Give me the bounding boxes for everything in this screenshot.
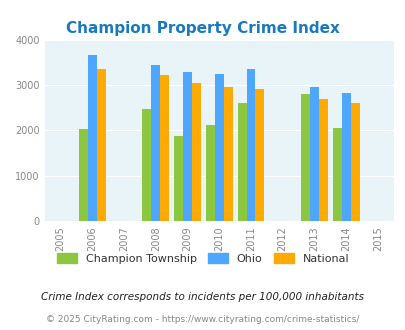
Bar [142, 109, 151, 221]
Bar [214, 74, 223, 221]
Bar [223, 87, 232, 221]
Bar [318, 99, 327, 221]
Bar [96, 69, 105, 221]
Text: © 2025 CityRating.com - https://www.cityrating.com/crime-statistics/: © 2025 CityRating.com - https://www.city… [46, 315, 359, 324]
Bar [183, 72, 192, 221]
Bar [87, 54, 96, 221]
Text: Champion Property Crime Index: Champion Property Crime Index [66, 20, 339, 36]
Bar [301, 94, 309, 221]
Bar [255, 88, 264, 221]
Legend: Champion Township, Ohio, National: Champion Township, Ohio, National [52, 249, 353, 268]
Bar [341, 93, 350, 221]
Bar [350, 103, 359, 221]
Bar [192, 83, 200, 221]
Bar [205, 125, 214, 221]
Bar [246, 69, 255, 221]
Bar [160, 76, 168, 221]
Bar [174, 136, 183, 221]
Bar [309, 87, 318, 221]
Bar [332, 128, 341, 221]
Bar [237, 103, 246, 221]
Bar [151, 65, 160, 221]
Bar [79, 129, 87, 221]
Text: Crime Index corresponds to incidents per 100,000 inhabitants: Crime Index corresponds to incidents per… [41, 292, 364, 302]
